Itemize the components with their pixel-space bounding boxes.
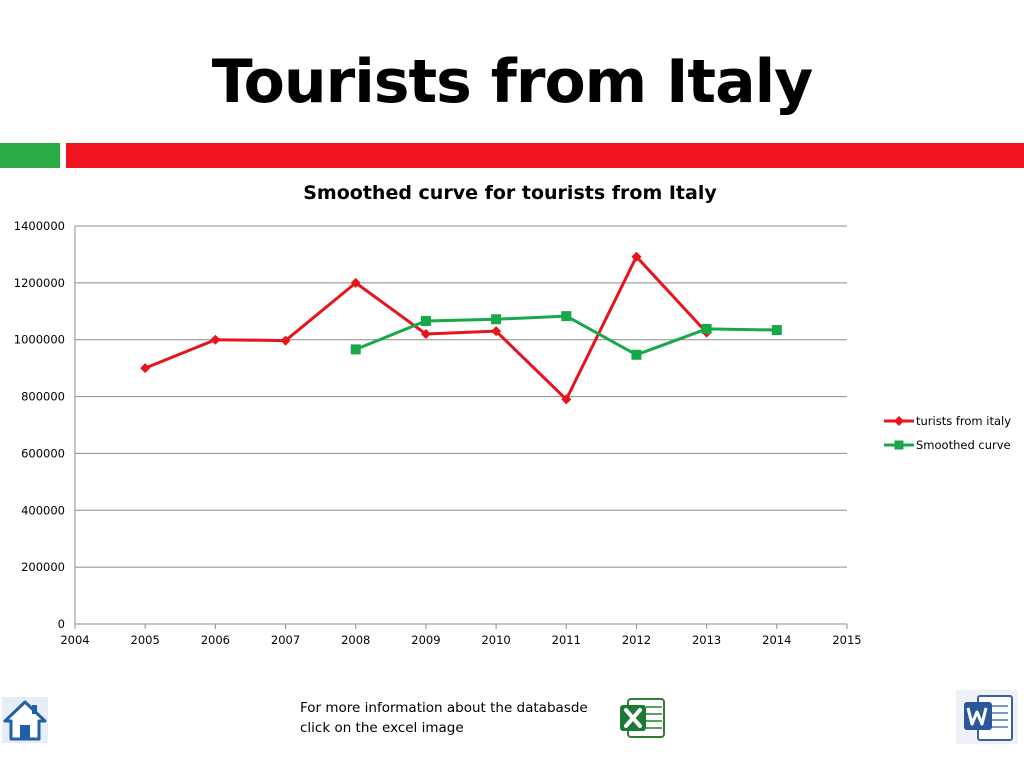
y-tick-label: 400000 [21,503,65,517]
y-tick-label: 600000 [21,446,65,460]
legend-item-series-2: Smoothed curve [884,438,1011,452]
x-tick-label: 2004 [60,633,89,647]
x-tick-label: 2006 [201,633,230,647]
data-point-series-1 [280,335,291,346]
y-tick-label: 200000 [21,560,65,574]
legend-label-series-1: turists from italy [916,414,1012,428]
y-tick-label: 1400000 [14,219,65,233]
series-line-2 [355,314,777,357]
data-point-series-1 [210,334,221,345]
x-tick-label: 2011 [552,633,581,647]
y-tick-label: 800000 [21,390,65,404]
x-tick-label: 2008 [341,633,370,647]
excel-icon[interactable] [618,695,666,741]
footnote-line-2: click on the excel image [300,720,464,736]
footnote: For more information about the databasde… [300,698,610,738]
legend-swatch-series-2 [884,440,914,450]
home-icon[interactable] [2,697,48,743]
x-tick-label: 2012 [622,633,651,647]
series-line-1 [144,255,708,401]
slide-title: Tourists from Italy [211,47,814,117]
y-tick-label: 0 [58,617,65,631]
legend-swatch-series-1 [884,416,914,426]
data-point-series-1 [561,394,572,405]
data-point-series-1 [140,363,151,374]
line-chart: 0 200000 400000 600000 800000 1000000 1200000 1… [14,219,862,647]
data-point-series-1 [491,326,502,337]
legend-label-series-2: Smoothed curve [916,438,1011,452]
y-tick-label: 1200000 [14,276,65,290]
x-tick-label: 2005 [131,633,160,647]
accent-bar-green [0,143,60,168]
x-tick-label: 2014 [762,633,791,647]
data-point-series-2 [701,323,712,334]
data-point-series-2 [631,349,642,360]
x-tick-label: 2010 [481,633,510,647]
x-tick-label: 2013 [692,633,721,647]
data-point-series-2 [771,325,782,336]
data-point-series-2 [420,315,431,326]
x-tick-label: 2009 [411,633,440,647]
accent-bar-red [66,143,1024,168]
footnote-line-1: For more information about the databasde [300,700,588,716]
data-point-series-2 [350,344,361,355]
y-tick-label: 1000000 [14,333,65,347]
chart-title: Smoothed curve for tourists from Italy [303,182,717,204]
x-tick-label: 2007 [271,633,300,647]
data-point-series-2 [561,311,572,322]
word-icon[interactable] [956,690,1018,744]
legend-item-series-1: turists from italy [884,414,1011,428]
data-point-series-1 [350,277,361,288]
data-point-series-1 [631,251,642,262]
data-point-series-2 [491,314,502,325]
data-point-series-1 [420,329,431,340]
x-tick-label: 2015 [832,633,861,647]
